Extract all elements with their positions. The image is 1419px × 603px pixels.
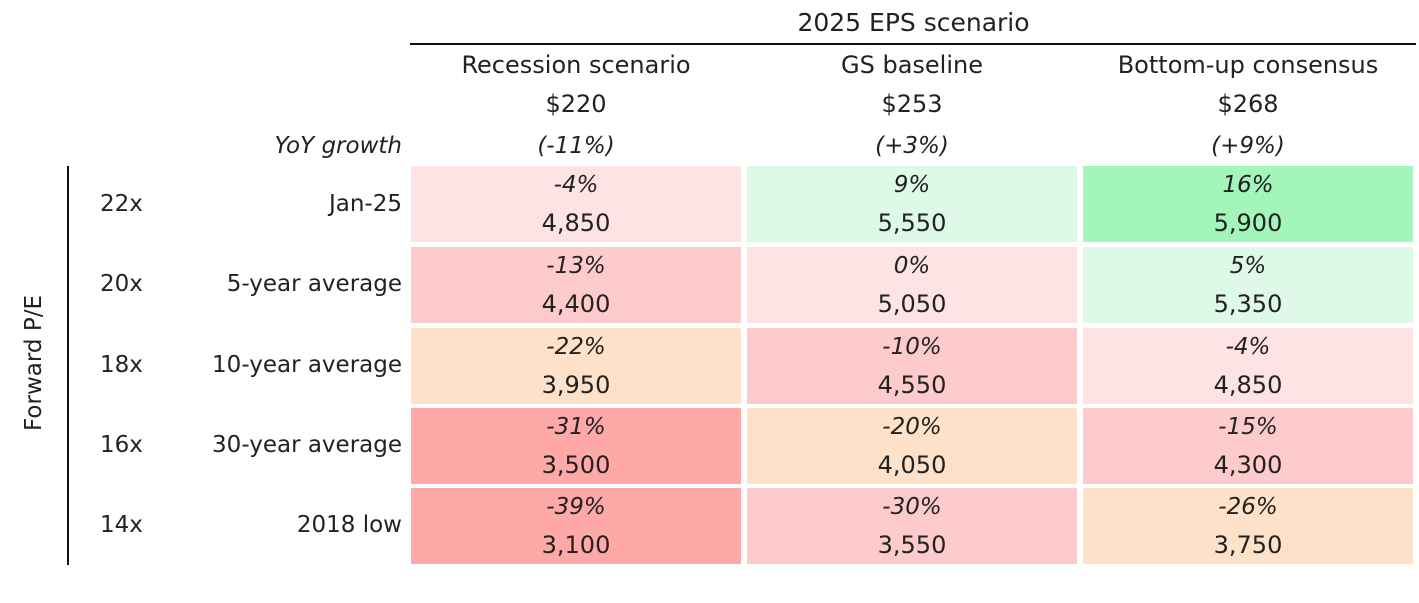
- heatmap-cell: -30% 3,550: [747, 488, 1077, 564]
- cell-index-level: 3,950: [541, 371, 611, 399]
- yoy-growth-label: YoY growth: [274, 133, 403, 159]
- cell-index-level: 3,100: [541, 531, 611, 559]
- pe-multiple-label: 20x: [100, 271, 143, 297]
- growth-recession: (-11%): [537, 133, 615, 159]
- cell-pct-change: 5%: [1229, 253, 1267, 279]
- cell-index-level: 5,550: [877, 209, 947, 237]
- cell-pct-change: -31%: [546, 414, 606, 440]
- heatmap-cell: -20% 4,050: [747, 408, 1077, 484]
- y-axis-rule: [67, 166, 69, 565]
- cell-pct-change: -20%: [882, 414, 942, 440]
- y-axis-label: Forward P/E: [21, 295, 47, 431]
- cell-pct-change: -30%: [882, 494, 942, 520]
- heatmap-cell: 5% 5,350: [1083, 247, 1413, 323]
- row-label: Jan-25: [328, 191, 402, 217]
- heatmap-cell: -22% 3,950: [411, 328, 741, 404]
- cell-index-level: 3,550: [877, 531, 947, 559]
- pe-multiple-label: 22x: [100, 191, 143, 217]
- heatmap-cell: -15% 4,300: [1083, 408, 1413, 484]
- pe-multiple-label: 14x: [100, 512, 143, 538]
- pe-multiple-label: 18x: [100, 352, 143, 378]
- growth-consensus: (+9%): [1211, 133, 1285, 159]
- cell-index-level: 5,350: [1213, 290, 1283, 318]
- eps-consensus: $268: [1217, 90, 1279, 118]
- cell-index-level: 4,300: [1213, 451, 1283, 479]
- heatmap-cell: 9% 5,550: [747, 166, 1077, 242]
- heatmap-cell: -4% 4,850: [411, 166, 741, 242]
- cell-index-level: 4,400: [541, 290, 611, 318]
- chart-title: 2025 EPS scenario: [797, 8, 1030, 37]
- title-underline: [410, 43, 1416, 45]
- heatmap-cell: -13% 4,400: [411, 247, 741, 323]
- cell-index-level: 4,550: [877, 371, 947, 399]
- heatmap-cell: -31% 3,500: [411, 408, 741, 484]
- row-label: 30-year average: [212, 432, 402, 458]
- cell-pct-change: 0%: [893, 253, 931, 279]
- cell-pct-change: -4%: [1225, 334, 1271, 360]
- cell-pct-change: -4%: [553, 172, 599, 198]
- heatmap-cell: -10% 4,550: [747, 328, 1077, 404]
- row-label: 2018 low: [296, 512, 402, 538]
- growth-gs-baseline: (+3%): [875, 133, 949, 159]
- heatmap-cell: -39% 3,100: [411, 488, 741, 564]
- heatmap-cell: -4% 4,850: [1083, 328, 1413, 404]
- column-header-recession: Recession scenario: [461, 51, 691, 79]
- cell-pct-change: -10%: [882, 334, 942, 360]
- cell-pct-change: 9%: [893, 172, 931, 198]
- cell-pct-change: -39%: [546, 494, 606, 520]
- cell-index-level: 4,050: [877, 451, 947, 479]
- cell-pct-change: -22%: [546, 334, 606, 360]
- cell-index-level: 5,900: [1213, 209, 1283, 237]
- cell-index-level: 4,850: [541, 209, 611, 237]
- cell-pct-change: -13%: [546, 253, 606, 279]
- column-header-consensus: Bottom-up consensus: [1117, 51, 1379, 79]
- heatmap-cell: 0% 5,050: [747, 247, 1077, 323]
- cell-index-level: 4,850: [1213, 371, 1283, 399]
- pe-multiple-label: 16x: [100, 432, 143, 458]
- row-label: 10-year average: [212, 352, 402, 378]
- cell-pct-change: -26%: [1218, 494, 1278, 520]
- heatmap-cell: -26% 3,750: [1083, 488, 1413, 564]
- eps-gs-baseline: $253: [881, 90, 943, 118]
- cell-index-level: 5,050: [877, 290, 947, 318]
- cell-index-level: 3,500: [541, 451, 611, 479]
- column-header-gs-baseline: GS baseline: [841, 51, 983, 79]
- heatmap-cell: 16% 5,900: [1083, 166, 1413, 242]
- cell-index-level: 3,750: [1213, 531, 1283, 559]
- eps-recession: $220: [545, 90, 607, 118]
- cell-pct-change: -15%: [1218, 414, 1278, 440]
- cell-pct-change: 16%: [1222, 172, 1274, 198]
- row-label: 5-year average: [226, 271, 402, 297]
